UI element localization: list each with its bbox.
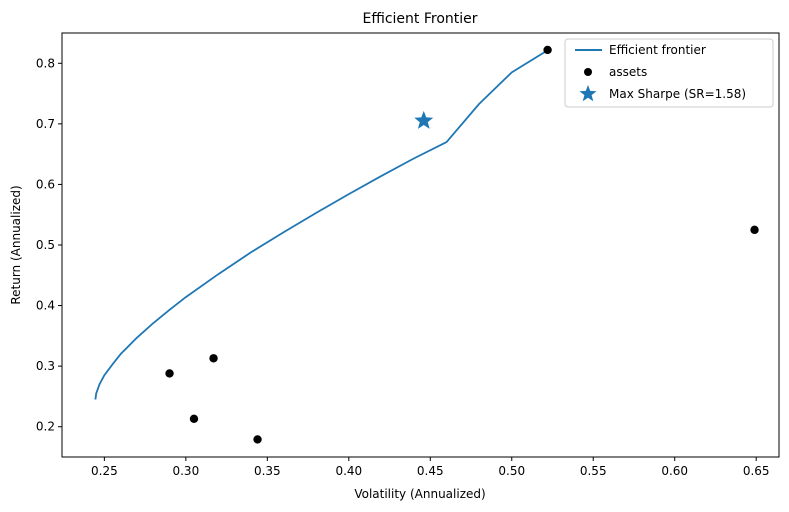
x-tick-label: 0.45 [417, 464, 444, 478]
y-axis: 0.2 0.3 0.4 0.5 0.6 0.7 0.8 [36, 56, 62, 434]
y-tick-label: 0.2 [36, 420, 55, 434]
legend-label-assets: assets [609, 65, 647, 79]
series-layer [94, 45, 759, 444]
y-tick-label: 0.4 [36, 299, 55, 313]
x-tick-label: 0.35 [254, 464, 281, 478]
x-tick-label: 0.40 [335, 464, 362, 478]
y-axis-label: Return (Annualized) [9, 185, 23, 304]
asset-point [165, 369, 174, 378]
y-tick-label: 0.5 [36, 238, 55, 252]
y-tick-label: 0.7 [36, 117, 55, 131]
legend-box [564, 38, 774, 108]
efficient-frontier-line [94, 49, 549, 400]
asset-point [750, 225, 759, 235]
legend-swatch-max-sharpe [579, 85, 597, 102]
max-sharpe-star [414, 110, 434, 129]
x-tick-label: 0.60 [661, 464, 688, 478]
legend-swatch-assets [584, 68, 592, 76]
x-tick-label: 0.50 [498, 464, 525, 478]
legend-label-max-sharpe: Max Sharpe (SR=1.58) [609, 87, 746, 101]
asset-point [543, 45, 552, 55]
x-tick-label: 0.25 [91, 464, 118, 478]
x-axis-label: Volatility (Annualized) [354, 487, 485, 501]
y-tick-label: 0.8 [36, 56, 55, 70]
legend-label-efficient-frontier: Efficient frontier [609, 43, 706, 57]
x-axis: 0.25 0.30 0.35 0.40 0.45 0.50 0.55 0.60 0.65 [91, 457, 770, 478]
y-tick-label: 0.6 [36, 177, 55, 191]
y-tick-label: 0.3 [36, 359, 55, 373]
asset-point [189, 414, 199, 424]
x-tick-label: 0.55 [580, 464, 607, 478]
asset-point [253, 435, 262, 444]
x-tick-label: 0.30 [172, 464, 199, 478]
x-tick-label: 0.65 [743, 464, 770, 478]
legend: Efficient frontier assets Max Sharpe (SR… [564, 38, 774, 108]
asset-point [209, 354, 218, 363]
chart-title: Efficient Frontier [362, 11, 477, 27]
